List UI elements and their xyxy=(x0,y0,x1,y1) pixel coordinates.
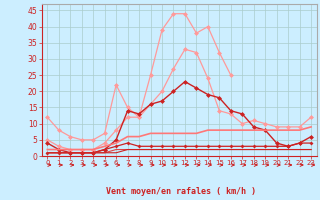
Text: Vent moyen/en rafales ( km/h ): Vent moyen/en rafales ( km/h ) xyxy=(106,187,256,196)
